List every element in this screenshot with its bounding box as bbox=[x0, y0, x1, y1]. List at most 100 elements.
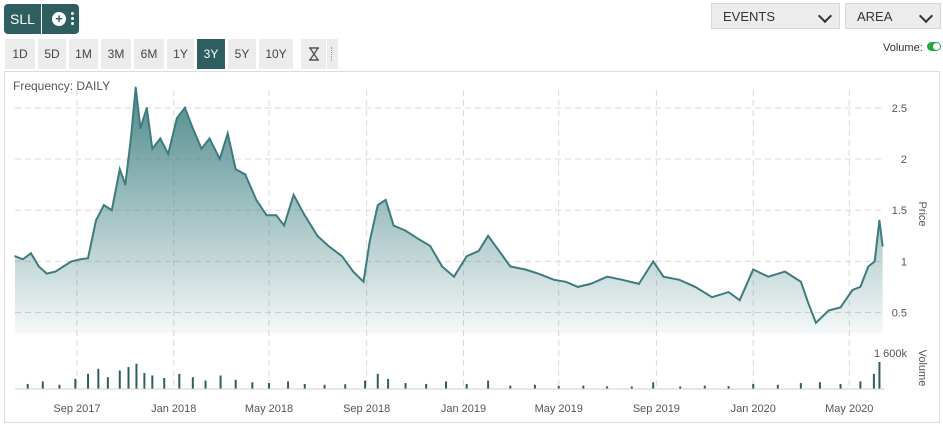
chart-type-dropdown[interactable]: AREA bbox=[845, 3, 941, 29]
price-point bbox=[404, 229, 407, 232]
price-point bbox=[103, 204, 105, 206]
price-point bbox=[45, 272, 48, 275]
range-button-1m[interactable]: 1M bbox=[69, 39, 98, 69]
y-axis-title-price: Price bbox=[916, 201, 928, 226]
volume-bar bbox=[839, 383, 842, 389]
price-point bbox=[218, 158, 221, 160]
volume-bar bbox=[287, 381, 290, 389]
volume-bar bbox=[445, 381, 448, 389]
vertical-dots-icon bbox=[71, 12, 74, 26]
y-tick-label: 1 bbox=[901, 256, 907, 268]
price-point bbox=[638, 283, 640, 285]
x-tick-label: Sep 2018 bbox=[343, 403, 390, 415]
volume-bar bbox=[41, 381, 44, 389]
price-point bbox=[873, 260, 876, 263]
price-point bbox=[184, 107, 186, 109]
range-button-10y[interactable]: 10Y bbox=[259, 39, 293, 69]
volume-bar bbox=[703, 385, 706, 389]
price-point bbox=[292, 194, 295, 196]
toggle-knob bbox=[933, 43, 940, 50]
price-point bbox=[244, 173, 247, 176]
price-point bbox=[226, 132, 229, 135]
y-axis-title-volume: Volume bbox=[916, 350, 928, 387]
frequency-label: Frequency: DAILY bbox=[13, 79, 110, 93]
events-dropdown[interactable]: EVENTS bbox=[711, 3, 840, 29]
price-point bbox=[124, 183, 127, 186]
chevron-down-icon bbox=[817, 8, 833, 24]
y-tick-label: 2 bbox=[901, 154, 907, 166]
price-point bbox=[30, 252, 32, 254]
volume-bar bbox=[151, 375, 154, 389]
range-button-5y[interactable]: 5Y bbox=[228, 39, 256, 69]
price-point bbox=[376, 204, 379, 206]
price-point bbox=[867, 265, 870, 268]
price-point bbox=[255, 199, 258, 201]
chart-frame: Frequency: DAILY 0.5 1 1.5 2 2.5 Sep 2017 Jan 2… bbox=[4, 71, 940, 423]
price-point bbox=[303, 214, 306, 217]
range-button-1y[interactable]: 1Y bbox=[167, 39, 194, 69]
volume-bar bbox=[178, 373, 181, 389]
price-chart[interactable]: Frequency: DAILY 0.5 1 1.5 2 2.5 Sep 2017 Jan 2… bbox=[5, 72, 939, 422]
volume-bar bbox=[727, 386, 730, 389]
price-point bbox=[606, 275, 608, 278]
price-point bbox=[139, 127, 142, 130]
volume-bar bbox=[776, 384, 779, 389]
price-point bbox=[167, 153, 170, 155]
volume-bar bbox=[219, 375, 222, 389]
price-point bbox=[79, 258, 81, 261]
y-tick-label: 0.5 bbox=[892, 308, 907, 320]
volume-toggle[interactable] bbox=[927, 42, 941, 51]
price-point bbox=[752, 268, 755, 271]
volume-bar bbox=[582, 385, 585, 389]
events-dropdown-label: EVENTS bbox=[723, 9, 776, 24]
hourglass-icon bbox=[308, 47, 319, 61]
volume-bar bbox=[268, 383, 271, 389]
price-point bbox=[208, 137, 211, 140]
price-point bbox=[134, 86, 137, 89]
range-button-1d[interactable]: 1D bbox=[5, 39, 35, 69]
price-point bbox=[678, 278, 681, 281]
price-point bbox=[111, 209, 113, 211]
price-point bbox=[54, 270, 57, 273]
add-symbol-button[interactable]: + bbox=[42, 4, 79, 34]
volume-bar bbox=[679, 386, 682, 389]
price-point bbox=[727, 291, 730, 293]
more-ranges-handle[interactable] bbox=[327, 39, 338, 69]
volume-bar bbox=[251, 382, 254, 389]
range-button-3m[interactable]: 3M bbox=[101, 39, 131, 69]
range-button-5d[interactable]: 5D bbox=[38, 39, 66, 69]
price-point bbox=[392, 224, 395, 227]
volume-bar bbox=[87, 373, 90, 389]
volume-bar bbox=[425, 383, 428, 389]
price-point bbox=[767, 275, 770, 278]
volume-bar bbox=[323, 384, 326, 389]
price-point bbox=[429, 245, 431, 247]
x-tick-label: Jan 2020 bbox=[731, 403, 776, 415]
price-point bbox=[807, 301, 809, 304]
y-tick-label: 1.5 bbox=[892, 205, 907, 217]
volume-bar bbox=[533, 384, 536, 389]
price-point bbox=[70, 260, 73, 263]
x-tick-label: May 2018 bbox=[245, 403, 293, 415]
volume-bar bbox=[465, 383, 468, 389]
volume-bar bbox=[606, 386, 609, 389]
volume-bar bbox=[58, 384, 61, 389]
price-point bbox=[327, 245, 330, 247]
price-point bbox=[589, 283, 592, 285]
price-point bbox=[362, 281, 365, 283]
volume-bar bbox=[135, 363, 138, 389]
custom-range-button[interactable] bbox=[301, 39, 326, 69]
price-point bbox=[477, 250, 480, 252]
x-tick-label: Sep 2019 bbox=[633, 403, 680, 415]
price-point bbox=[498, 250, 501, 252]
volume-max-label: 1 600k bbox=[874, 348, 908, 360]
price-point bbox=[176, 117, 178, 119]
price-point bbox=[95, 219, 97, 222]
range-button-6m[interactable]: 6M bbox=[134, 39, 164, 69]
range-button-3y[interactable]: 3Y bbox=[197, 39, 225, 69]
price-point bbox=[283, 224, 285, 227]
symbol-button[interactable]: SLL bbox=[4, 4, 41, 34]
x-tick-label: May 2019 bbox=[535, 403, 583, 415]
volume-bar bbox=[127, 367, 130, 389]
price-point bbox=[621, 278, 624, 281]
